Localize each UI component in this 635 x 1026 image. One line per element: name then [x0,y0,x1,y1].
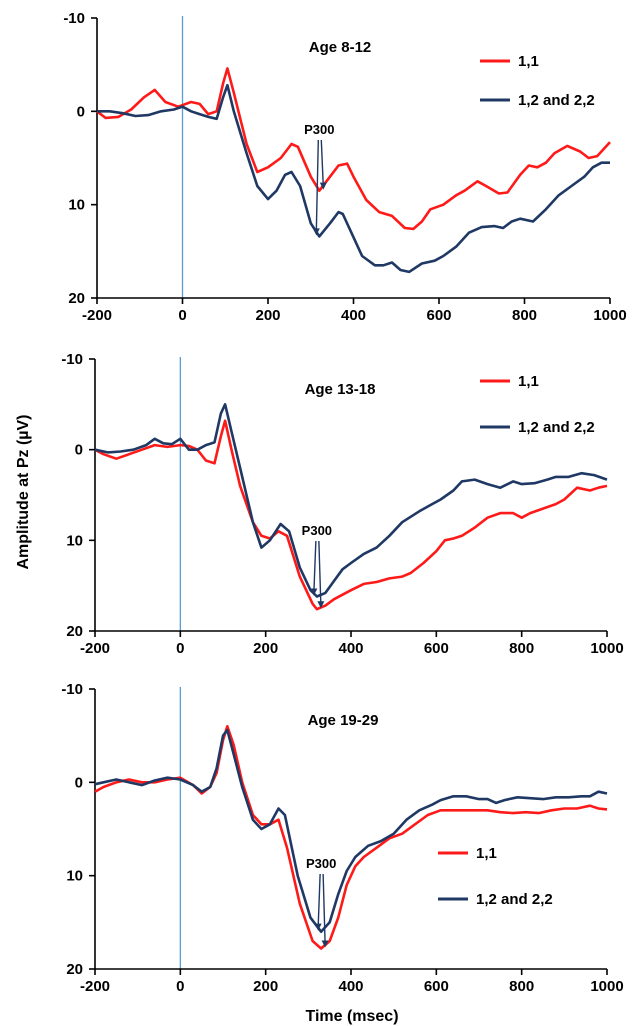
y-tick-label: 0 [75,774,83,791]
x-tick-label: 0 [178,307,186,324]
x-tick-label: 0 [176,978,184,995]
p300-annotation: P300 [302,523,332,538]
legend-label: 1,2 and 2,2 [476,891,553,908]
x-tick-label: 600 [424,640,449,657]
chart-panel-3: -10 0 10 20-200 0 200 400 600 800 1000 Age 19-29 1,… [61,681,623,995]
x-tick-label: 200 [253,640,278,657]
x-tick-label: 200 [253,978,278,995]
x-tick-label: 400 [341,307,366,324]
x-tick-label: -200 [80,640,110,657]
p300-arrowhead [314,923,322,931]
y-tick-label: 10 [66,532,83,549]
y-tick-label: 20 [66,961,83,978]
panel-title: Age 8-12 [309,39,372,56]
p300-arrowhead [321,940,329,948]
x-axis-label: Time (msec) [305,1008,398,1025]
y-tick-label: 20 [66,623,83,640]
p300-arrow [318,540,322,606]
x-tick-label: 400 [338,640,363,657]
y-tick-label: -10 [61,681,83,698]
x-tick-label: 800 [509,640,534,657]
x-tick-label: 600 [426,307,451,324]
p300-annotation: P300 [306,856,336,871]
legend-label: 1,1 [476,845,497,862]
y-tick-label: 10 [66,868,83,885]
p300-arrowhead [319,182,327,190]
y-tick-label: 20 [68,290,85,307]
y-tick-label: -10 [63,10,85,27]
x-tick-label: -200 [80,978,110,995]
y-tick-label: 0 [77,103,85,120]
y-tick-label: 0 [75,442,83,459]
y-tick-label: 10 [68,197,85,214]
legend-label: 1,2 and 2,2 [518,419,595,436]
series-line-1-1 [94,725,608,950]
y-tick-label: -10 [61,351,83,368]
x-tick-label: 200 [255,307,280,324]
legend-label: 1,2 and 2,2 [518,92,595,109]
x-tick-label: 800 [512,307,537,324]
x-tick-label: 1000 [593,307,626,324]
legend-label: 1,1 [518,373,539,390]
x-tick-label: 1000 [590,978,623,995]
p300-annotation: P300 [304,122,334,137]
panel-title: Age 13-18 [305,381,376,398]
x-tick-label: 600 [424,978,449,995]
p300-arrowhead [310,588,318,596]
series-line-1-1 [94,419,608,611]
x-tick-label: 800 [509,978,534,995]
panel-title: Age 19-29 [308,712,379,729]
p300-arrow [320,139,324,187]
x-tick-label: 400 [338,978,363,995]
legend-label: 1,1 [518,53,539,70]
x-tick-label: 0 [176,640,184,657]
p300-arrow [322,873,326,945]
x-tick-label: 1000 [590,640,623,657]
chart-panel-1: -10 0 10 20-200 0 200 400 600 800 1000 Age 8-12 1,1… [63,10,626,324]
p300-arrowhead [312,228,320,236]
p300-arrow [317,873,321,928]
series-line-1-2-and-2-2 [97,83,610,274]
chart-panel-2: -10 0 10 20-200 0 200 400 600 800 1000 Age 13-18 1,… [61,351,623,657]
x-tick-label: -200 [82,307,112,324]
series-line-1-2-and-2-2 [94,728,608,933]
y-axis-label: Amplitude at Pz (µV) [15,415,32,570]
p300-arrow [313,540,317,593]
p300-arrowhead [317,601,325,609]
p300-arrow [315,139,319,233]
series-line-1-1 [96,67,611,231]
